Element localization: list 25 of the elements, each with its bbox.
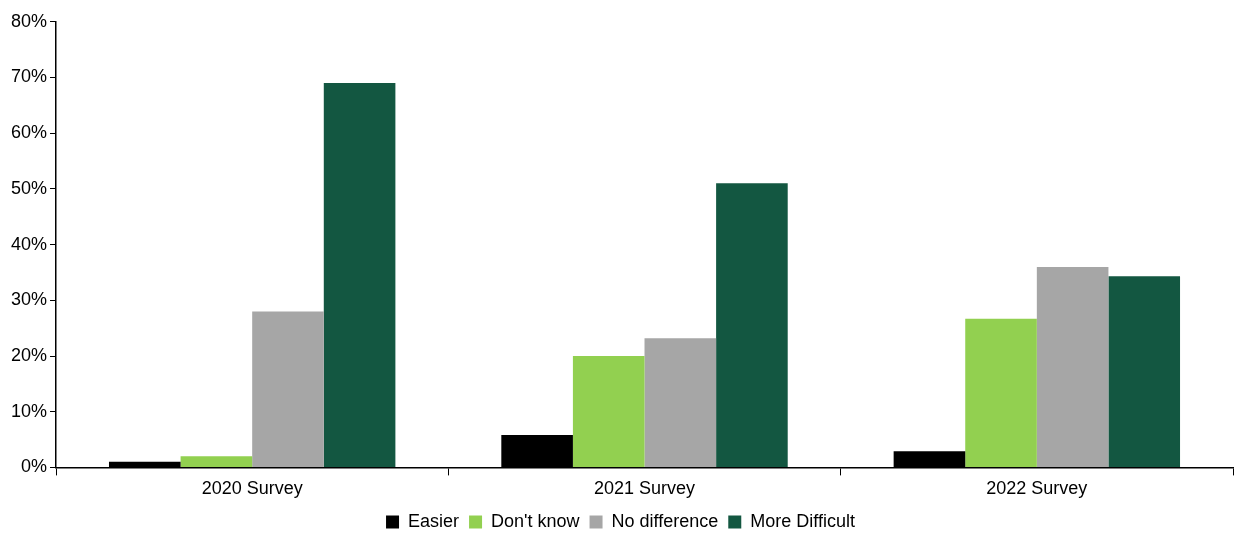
legend-label: More Difficult	[750, 510, 855, 531]
y-tick-label: 10%	[11, 400, 48, 421]
bar	[716, 183, 788, 467]
x-tick-label: 2020 Survey	[201, 478, 303, 499]
bar	[1036, 266, 1109, 467]
x-tick-label: 2022 Survey	[986, 478, 1088, 499]
bar	[252, 311, 324, 467]
y-tick-label: 40%	[11, 233, 48, 254]
bar	[644, 338, 717, 467]
legend-label: Don't know	[491, 510, 581, 531]
x-tick-label: 2021 Survey	[593, 478, 696, 499]
bar	[572, 356, 645, 467]
y-tick-label: 0%	[21, 456, 48, 477]
y-tick-label: 30%	[11, 289, 48, 310]
y-tick-label: 70%	[11, 66, 48, 87]
legend-label: No difference	[611, 510, 719, 531]
bar	[323, 83, 396, 467]
bar	[180, 456, 253, 467]
y-tick-label: 80%	[11, 10, 48, 31]
legend-label: Easier	[408, 510, 460, 531]
bar	[1108, 276, 1181, 467]
y-tick-label: 60%	[11, 122, 48, 143]
y-tick-label: 20%	[11, 344, 48, 365]
y-tick-label: 50%	[11, 177, 48, 198]
bar	[965, 318, 1037, 467]
